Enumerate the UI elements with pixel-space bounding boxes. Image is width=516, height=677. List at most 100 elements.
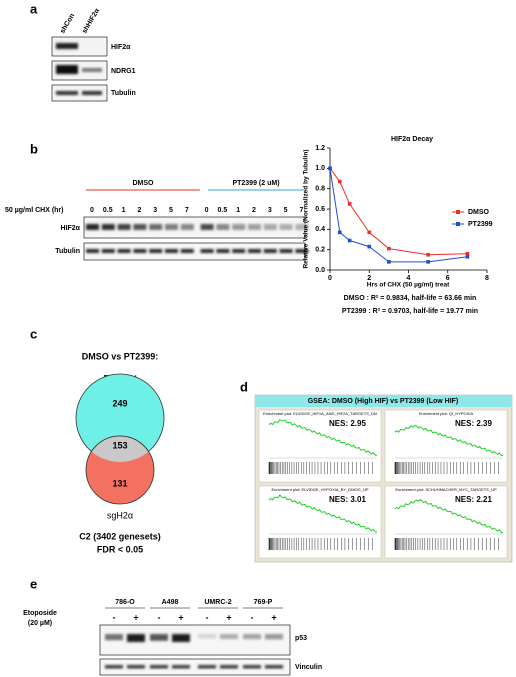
point [426, 252, 430, 257]
gsea-plot-title: Enrichment plot: ELVIDGE_HYPOXIA_BY_DMOG… [271, 487, 368, 492]
time-label: 7 [185, 207, 189, 214]
panel-label: e [30, 576, 37, 591]
row-label: Tubulin [55, 248, 80, 255]
y-tick-label: 0.0 [315, 267, 325, 274]
row-label: p53 [295, 635, 307, 642]
band [279, 224, 293, 230]
row-label: Vinculin [295, 664, 322, 671]
gsea-curve [268, 494, 378, 533]
treatment-sign: + [271, 612, 276, 622]
decay-chart: HIF2α Decay Hrs of CHX (50 µg/ml) treat … [303, 136, 493, 315]
time-label: 5 [284, 207, 288, 214]
band [133, 249, 147, 253]
treatment-sign: - [113, 612, 116, 622]
x-tick-label: 6 [446, 275, 450, 282]
cell-line: 786-O [115, 599, 135, 606]
time-label: 3 [153, 207, 157, 214]
cell-line: A498 [162, 599, 179, 606]
venn [75, 373, 165, 505]
venn-title: DMSO vs PT2399: [82, 351, 159, 361]
panel-label: a [30, 1, 38, 16]
point [367, 244, 372, 249]
point [426, 260, 430, 264]
band [216, 249, 230, 253]
x-tick-label: 8 [485, 275, 489, 282]
annotation: DMSO : R² = 0.9834, half-life = 63.66 mi… [344, 295, 477, 302]
band [216, 224, 230, 230]
blot-e [99, 624, 291, 676]
legend-label: PT2399 [468, 221, 493, 228]
x-axis-label: Hrs of CHX (50 µg/ml) treat [367, 282, 450, 289]
band [86, 249, 99, 253]
time-label: 0.5 [218, 207, 228, 214]
row-label: Tubulin [111, 90, 136, 97]
gsea-plot [384, 485, 508, 559]
band [127, 634, 145, 642]
gsea-curve [394, 498, 504, 534]
group-label: DMSO [133, 180, 155, 187]
band [127, 665, 145, 669]
point [338, 179, 342, 184]
time-label: 3 [268, 207, 272, 214]
treatment-label: Etoposide [23, 610, 57, 617]
row-label: HIF2α [111, 44, 131, 51]
band [295, 224, 309, 230]
band [150, 665, 168, 669]
point [347, 238, 352, 243]
gsea-plot [258, 409, 382, 483]
band [117, 224, 131, 230]
y-tick-label: 0.8 [315, 186, 325, 193]
y-tick-label: 0.6 [315, 206, 325, 213]
treatment-label: (20 µM) [28, 620, 52, 627]
gsea-header [255, 395, 512, 407]
y-tick-label: 0.4 [315, 226, 325, 233]
venn-footer: C2 (3402 genesets) [79, 531, 161, 541]
band [149, 249, 163, 253]
nes-label: NES: 3.01 [329, 495, 366, 504]
point [367, 230, 372, 235]
band [243, 634, 261, 640]
lane-label: shCon [59, 13, 76, 35]
band [133, 224, 147, 230]
set-label: sgH2α [107, 510, 133, 520]
band [220, 665, 238, 669]
time-label: 0 [205, 207, 209, 214]
gsea-plot-title: Enrichment plot: ELVIDGE_HIF1A_AND_HIF2A… [263, 411, 377, 416]
band [243, 665, 261, 669]
x-tick-label: 0 [328, 275, 332, 282]
chart-title: HIF2α Decay [391, 136, 433, 143]
band [295, 249, 309, 253]
x-tick-label: 4 [407, 275, 411, 282]
gsea-plot [258, 485, 382, 559]
band [248, 249, 261, 253]
treatment-sign: + [178, 612, 183, 622]
band [150, 634, 168, 641]
cell-line: UMRC-2 [204, 599, 231, 606]
band [101, 224, 115, 230]
y-tick-label: 1.0 [315, 165, 325, 172]
nes-label: NES: 2.95 [329, 419, 366, 428]
band [165, 224, 178, 230]
blot-a [51, 36, 108, 102]
lane-label: shHIF2α [81, 7, 101, 35]
band [198, 665, 216, 669]
treatment-sign: + [133, 612, 138, 622]
band [172, 665, 190, 669]
group-label: PT2399 (2 uM) [232, 180, 279, 187]
band [165, 249, 178, 253]
venn-footer: FDR < 0.05 [97, 544, 143, 554]
time-label: 2 [252, 207, 256, 214]
point [387, 260, 391, 264]
time-label: 5 [169, 207, 173, 214]
band [279, 249, 293, 253]
band [265, 665, 283, 669]
cell-line: 769-P [254, 599, 273, 606]
annotation: PT2399 : R² = 0.9703, half-life = 19.77 … [342, 308, 478, 315]
panel-label: c [30, 326, 37, 341]
series-line [329, 168, 468, 263]
row-label: HIF2α [61, 225, 81, 232]
y-tick-label: 0.2 [315, 247, 325, 254]
point [328, 166, 332, 171]
band [248, 224, 261, 230]
time-label: 2 [137, 207, 141, 214]
